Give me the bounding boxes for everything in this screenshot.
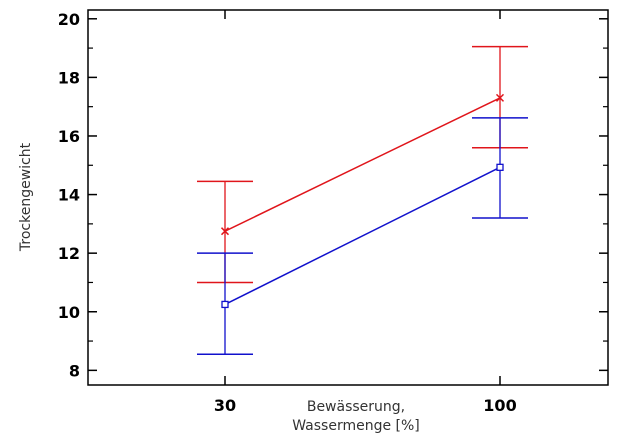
series-layer	[197, 45, 528, 355]
y-tick-label: 10	[58, 303, 80, 322]
data-point-marker	[221, 300, 229, 309]
series-line	[224, 166, 501, 306]
plot-frame	[87, 9, 609, 386]
x-axis-label-line-2: Wassermenge [%]	[292, 418, 420, 434]
series-2	[197, 117, 528, 355]
y-tick-label: 8	[69, 361, 80, 380]
x-tick-labels: 30 100	[214, 396, 517, 415]
series-1	[197, 45, 528, 284]
y-tick-label: 16	[58, 127, 80, 146]
y-tick-label: 20	[58, 10, 80, 29]
data-point-marker	[220, 227, 230, 236]
x-axis-label-line-1: Bewässerung,	[307, 399, 405, 415]
y-tick-labels: 8 10 12 14 16 18 20	[58, 10, 80, 381]
x-tick-label: 30	[214, 396, 236, 415]
series-line	[224, 97, 501, 232]
y-tick-label: 14	[58, 186, 80, 205]
y-tick-label: 18	[58, 68, 80, 87]
x-tick-label: 100	[483, 396, 516, 415]
y-tick-label: 12	[58, 244, 80, 263]
data-point-marker	[495, 93, 505, 102]
y-ticks	[88, 10, 608, 385]
y-axis-label: Trockengewicht	[18, 142, 34, 252]
data-point-marker	[496, 163, 504, 171]
